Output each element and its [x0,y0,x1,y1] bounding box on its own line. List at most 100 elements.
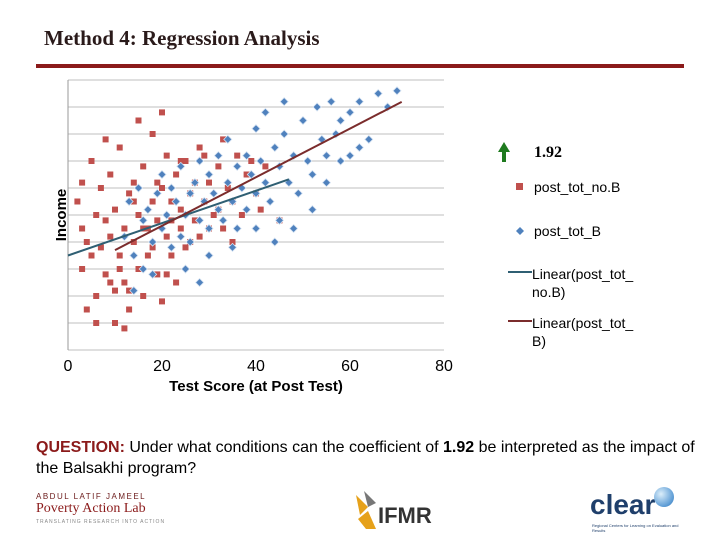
data-point-b [307,205,317,215]
coefficient-value: 1.92 [534,144,562,161]
data-point-nob [154,217,161,224]
data-point-b [190,178,200,188]
data-point-b [336,156,346,166]
data-point-b [232,161,242,171]
data-point-b [274,215,285,225]
coefficient-annotation: 1.92 [498,142,562,162]
data-point-nob [121,225,128,232]
legend-label-trend-nob: Linear(post_tot_ no.B) [532,266,633,300]
data-point-b [204,250,214,261]
data-point-b [345,107,355,117]
data-point-nob [107,171,114,178]
data-point-b [270,237,280,247]
title-underline [36,64,684,68]
clear-logo-subtitle: Regional Centers for Learning on Evaluat… [592,523,679,533]
data-point-b [195,156,205,166]
data-point-nob [182,158,189,164]
x-tick-labels: 0 20 40 60 80 [64,358,453,375]
data-point-b [133,183,144,193]
ifmr-logo-text: IFMR [378,503,432,528]
data-point-nob [159,298,165,305]
data-point-b [162,210,172,220]
data-point-nob [112,287,118,294]
data-point-b [279,129,289,139]
data-point-b [289,223,299,234]
data-point-b [223,134,233,144]
data-point-b [260,178,270,188]
data-point-nob [79,225,86,232]
data-point-b [227,242,238,252]
data-point-nob [163,152,170,159]
legend-label-nob: post_tot_no.B [534,179,620,195]
data-point-b [180,264,191,274]
data-point-b [279,97,289,107]
data-point-nob [154,179,161,186]
data-point-b [242,151,252,161]
jpal-logo-line2: Poverty Action Lab [36,501,146,516]
data-point-b [152,188,162,198]
data-point-nob [74,198,81,205]
chart-legend: post_tot_no.B post_tot_B Linear(post_tot… [508,179,633,349]
data-point-b [195,277,205,288]
page-title: Method 4: Regression Analysis [44,26,320,50]
data-point-nob [102,136,109,143]
x-tick-label: 80 [435,358,453,375]
data-point-nob [149,244,156,251]
data-point-nob [102,271,109,278]
data-points [74,86,402,332]
data-point-nob [88,252,95,259]
x-tick-label: 40 [247,358,265,375]
data-point-nob [196,233,203,240]
data-point-nob [149,198,156,205]
up-arrow-icon [498,142,510,162]
data-point-nob [154,271,161,278]
data-point-nob [140,163,147,170]
data-point-nob [177,206,184,213]
question-coefficient: 1.92 [443,439,475,456]
data-point-b [270,142,280,153]
data-point-nob [140,293,147,299]
data-point-b [166,242,176,252]
data-point-b [373,88,383,99]
data-point-nob [97,244,104,251]
jpal-logo: ABDUL LATIF JAMEEL Poverty Action Lab TR… [36,492,176,532]
data-point-nob [79,179,86,186]
data-point-nob [112,320,118,326]
data-point-nob [135,212,142,218]
data-point-b [265,196,275,207]
data-point-b [195,215,205,225]
data-point-nob [83,239,90,245]
data-point-b [204,223,214,234]
data-point-nob [238,212,245,218]
ifmr-logo: IFMR [354,487,454,535]
data-point-nob [206,179,212,186]
gridlines [68,79,444,351]
data-point-b [204,169,214,180]
data-point-b [298,115,308,126]
data-point-b [303,156,313,166]
data-point-b [232,223,242,234]
question-label: QUESTION: [36,439,125,456]
data-point-nob [126,287,133,294]
data-point-b [223,178,233,188]
data-point-b [354,97,364,107]
data-point-b [364,134,374,144]
data-point-nob [173,171,180,178]
data-point-nob [121,279,128,286]
data-point-nob [159,109,165,116]
data-point-nob [126,190,133,197]
data-point-nob [130,239,137,245]
data-point-nob [116,144,123,151]
data-point-b [138,264,148,274]
data-point-nob [112,206,118,213]
data-point-nob [243,171,250,178]
data-point-b [312,102,322,112]
data-point-nob [135,266,142,272]
data-point-nob [177,158,184,164]
data-point-nob [191,217,198,224]
data-point-b [345,151,355,161]
data-point-b [293,188,303,198]
data-point-b [354,142,364,153]
clear-logo: clear Regional Centers for Learning on E… [588,487,688,535]
data-point-nob [97,185,104,191]
